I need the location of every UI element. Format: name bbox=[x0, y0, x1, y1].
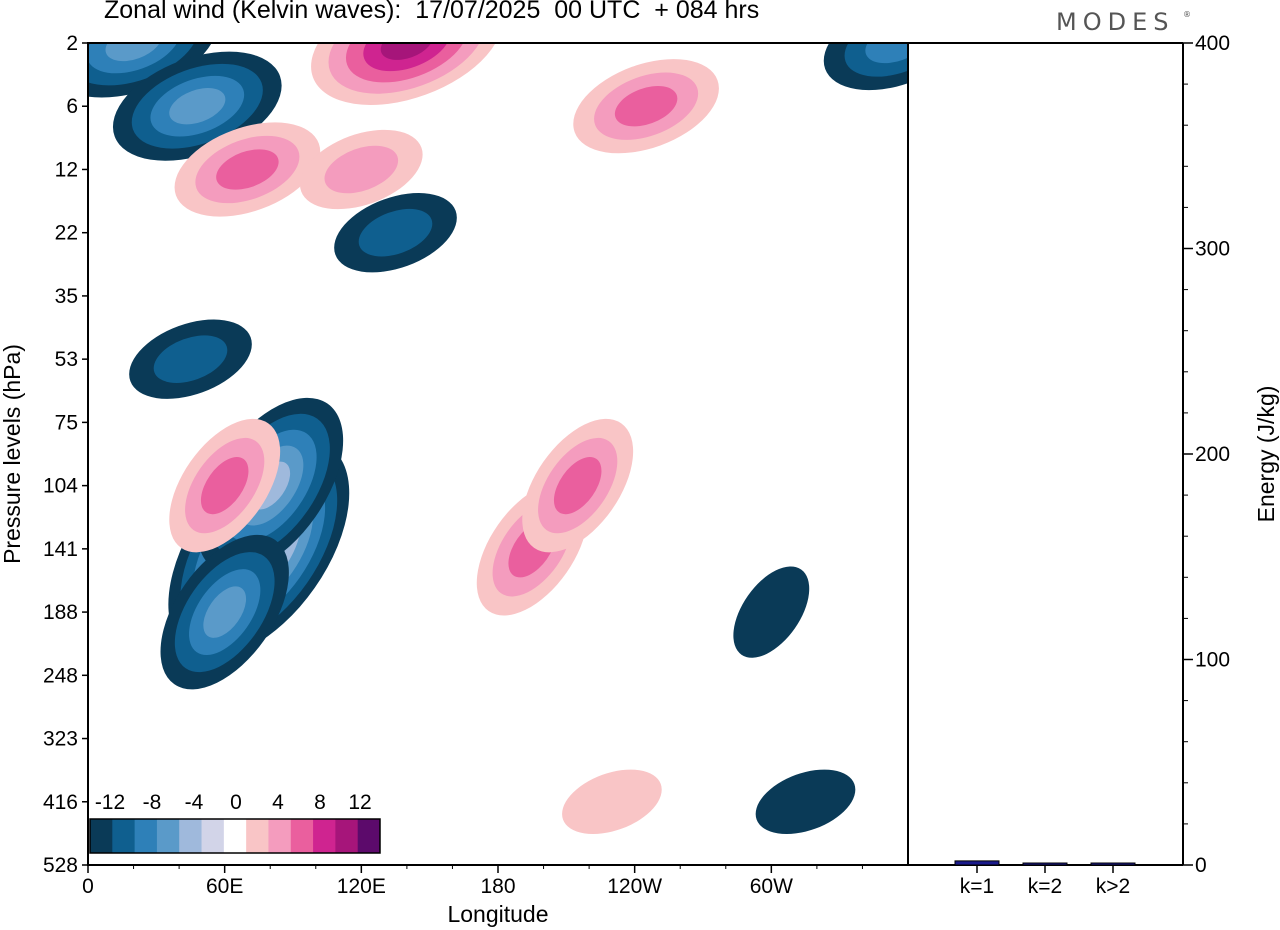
contour-field bbox=[88, 43, 908, 835]
contour-feature bbox=[522, 418, 634, 553]
energy-tick-label: 300 bbox=[1195, 238, 1230, 261]
colorbar-label: 0 bbox=[230, 791, 242, 814]
contour-feature bbox=[562, 769, 662, 835]
colorbar-label: 12 bbox=[348, 791, 371, 814]
contour-feature bbox=[299, 129, 423, 210]
contour-level bbox=[88, 43, 181, 74]
contour-feature bbox=[129, 319, 252, 399]
colorbar-swatch bbox=[357, 819, 381, 853]
colorbar-label: -8 bbox=[143, 791, 162, 814]
y-tick-label: 12 bbox=[55, 158, 78, 181]
contour-feature bbox=[823, 43, 908, 91]
y-tick-label: 6 bbox=[66, 95, 78, 118]
colorbar-frame bbox=[89, 818, 381, 854]
bar-category-label: k=2 bbox=[1028, 875, 1062, 898]
colorbar-swatch bbox=[90, 819, 113, 853]
contour-level bbox=[324, 145, 399, 194]
contour-feature bbox=[733, 566, 810, 658]
energy-tick-label: 400 bbox=[1195, 32, 1230, 55]
colorbar-swatch bbox=[268, 819, 292, 853]
contour-level bbox=[844, 43, 908, 77]
contour-feature bbox=[755, 769, 856, 835]
energy-bar bbox=[1022, 862, 1068, 866]
x-tick-label: 180 bbox=[480, 875, 515, 898]
contour-level bbox=[203, 586, 247, 638]
energy-bar bbox=[1090, 862, 1136, 866]
brand-registered-mark: ® bbox=[1183, 10, 1191, 19]
y-tick-label: 53 bbox=[55, 348, 78, 371]
contour-feature bbox=[334, 193, 457, 273]
y-tick-label: 188 bbox=[43, 601, 78, 624]
x-tick-label: 120E bbox=[337, 875, 386, 898]
y-tick-label: 248 bbox=[43, 664, 78, 687]
energy-tick-label: 200 bbox=[1195, 443, 1230, 466]
energy-axis-label: Energy (J/kg) bbox=[1253, 386, 1279, 523]
colorbar-swatch bbox=[335, 819, 359, 853]
contour-level bbox=[733, 566, 810, 658]
energy-bars: k=1 k=2 k>2 bbox=[954, 860, 1136, 898]
y-tick-label: 104 bbox=[43, 475, 78, 498]
colorbar-swatch bbox=[112, 819, 136, 853]
colorbar-swatch bbox=[134, 819, 158, 853]
colorbar-label: -4 bbox=[185, 791, 204, 814]
bar-category-label: k>2 bbox=[1096, 875, 1130, 898]
contour-feature bbox=[573, 59, 719, 154]
colorbar-label: 8 bbox=[314, 791, 326, 814]
contour-feature bbox=[311, 43, 503, 105]
contour-level bbox=[614, 86, 678, 127]
chart-title: Zonal wind (Kelvin waves): 17/07/2025 00… bbox=[104, 0, 760, 24]
contour-feature bbox=[174, 122, 321, 217]
contour-level bbox=[755, 769, 856, 835]
colorbar-swatch bbox=[313, 819, 336, 853]
colorbar-swatch bbox=[246, 819, 269, 853]
energy-tick-label: 0 bbox=[1195, 854, 1207, 877]
x-tick-label: 120W bbox=[607, 875, 662, 898]
contour-level bbox=[200, 456, 249, 515]
y-tick-label: 2 bbox=[66, 32, 78, 55]
x-tick-label: 60W bbox=[750, 875, 793, 898]
bar-category-label: k=1 bbox=[960, 875, 994, 898]
y-tick-label: 416 bbox=[43, 791, 78, 814]
contour-feature bbox=[169, 418, 281, 553]
y-tick-label: 323 bbox=[43, 728, 78, 751]
contour-level bbox=[865, 43, 908, 64]
colorbar-swatch bbox=[156, 819, 180, 853]
y-tick-label: 75 bbox=[55, 411, 78, 434]
y-tick-label: 35 bbox=[55, 285, 78, 308]
x-tick-label: 60E bbox=[206, 875, 243, 898]
contour-level bbox=[380, 43, 434, 60]
contour-level bbox=[153, 335, 228, 383]
contour-level bbox=[358, 208, 433, 257]
brand-logo: MODES bbox=[1056, 8, 1175, 36]
colorbar-label: 4 bbox=[272, 791, 284, 814]
y-tick-label: 141 bbox=[43, 538, 78, 561]
colorbar-swatch bbox=[223, 819, 247, 853]
contour-level bbox=[363, 43, 451, 72]
contour-level bbox=[216, 149, 279, 190]
contour-feature bbox=[160, 534, 289, 690]
energy-tick-label: 100 bbox=[1195, 649, 1230, 672]
contour-level bbox=[169, 88, 226, 125]
colorbar-swatch bbox=[179, 819, 203, 853]
y-axis-label: Pressure levels (hPa) bbox=[0, 344, 25, 564]
y-tick-label: 528 bbox=[43, 854, 78, 877]
contour-level bbox=[553, 456, 602, 515]
x-tick-label: 0 bbox=[82, 875, 94, 898]
colorbar: -12 -8 -4 0 4 8 12 bbox=[89, 791, 381, 854]
energy-bar bbox=[954, 860, 1000, 866]
contour-level bbox=[562, 769, 662, 835]
colorbar-swatch bbox=[290, 819, 314, 853]
x-axis-label: Longitude bbox=[447, 901, 548, 927]
colorbar-label: -12 bbox=[95, 791, 125, 814]
colorbar-swatch bbox=[201, 819, 225, 853]
y-tick-label: 22 bbox=[55, 222, 78, 245]
